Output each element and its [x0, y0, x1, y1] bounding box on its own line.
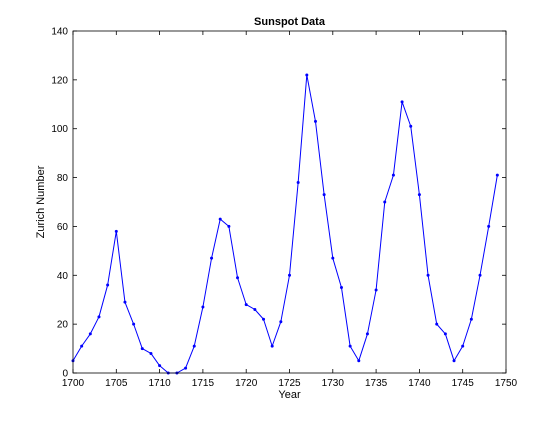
data-point — [132, 322, 136, 326]
data-point — [305, 73, 309, 77]
y-tick-label: 40 — [57, 271, 69, 282]
data-point — [88, 332, 92, 336]
data-point — [469, 317, 473, 321]
data-point — [253, 307, 257, 311]
data-point — [313, 119, 317, 123]
data-point — [262, 317, 266, 321]
data-point — [322, 193, 326, 197]
x-tick-label: 1715 — [192, 378, 215, 389]
data-point — [487, 224, 491, 228]
data-point — [140, 347, 144, 351]
plot-area — [73, 31, 506, 373]
series-line — [72, 74, 498, 374]
data-point — [400, 100, 404, 104]
data-point — [158, 364, 162, 368]
data-point — [227, 224, 231, 228]
x-tick-label: 1735 — [365, 378, 388, 389]
data-point — [435, 322, 439, 326]
y-axis-label: Zurich Number — [35, 165, 47, 238]
data-point — [443, 332, 447, 336]
data-point — [365, 332, 369, 336]
y-tick-label: 100 — [51, 124, 68, 135]
x-tick-label: 1740 — [408, 378, 431, 389]
data-point — [495, 173, 499, 177]
y-tick-label: 80 — [57, 173, 69, 184]
data-point — [339, 286, 343, 289]
y-tick-label: 140 — [51, 27, 68, 38]
data-point — [391, 173, 395, 177]
data-point — [114, 229, 118, 233]
data-point — [218, 217, 222, 221]
data-point — [279, 320, 283, 324]
data-point — [184, 366, 188, 370]
data-point — [123, 300, 127, 304]
data-point — [383, 200, 387, 204]
data-point — [244, 303, 248, 307]
x-tick-label: 1700 — [62, 378, 85, 389]
data-point — [97, 315, 101, 319]
data-point — [374, 288, 378, 292]
data-point — [461, 344, 465, 348]
chart-title: Sunspot Data — [254, 16, 326, 28]
x-tick-label: 1705 — [105, 378, 128, 389]
data-point — [452, 359, 456, 363]
data-point — [149, 351, 153, 355]
data-point — [417, 193, 421, 197]
x-tick-label: 1750 — [495, 378, 518, 389]
data-point — [80, 344, 84, 348]
x-tick-label: 1725 — [278, 378, 301, 389]
x-tick-label: 1720 — [235, 378, 258, 389]
axes-box — [72, 30, 507, 374]
data-point — [192, 344, 196, 348]
data-point — [288, 273, 291, 277]
data-point — [106, 283, 110, 287]
data-point — [296, 180, 300, 184]
data-point — [426, 273, 430, 277]
data-point — [357, 359, 361, 363]
x-tick-label: 1745 — [452, 378, 475, 389]
x-tick-label: 1710 — [148, 378, 171, 389]
data-point — [201, 305, 205, 309]
data-point — [478, 273, 482, 277]
x-tick-label: 1730 — [322, 378, 345, 389]
tick-labels: 1700 1705 1710 1715 1720 1725 1730 1735 1740 1745… — [51, 27, 517, 390]
data-point — [331, 256, 335, 260]
y-tick-label: 20 — [57, 320, 69, 331]
data-point — [210, 256, 214, 260]
y-tick-label: 0 — [62, 369, 68, 380]
data-point — [236, 276, 240, 280]
data-point — [409, 124, 413, 128]
series-layer — [71, 73, 499, 375]
x-axis-label: Year — [278, 389, 301, 401]
data-point — [348, 344, 352, 348]
y-tick-label: 120 — [51, 75, 68, 86]
y-tick-label: 60 — [57, 222, 69, 233]
data-point — [270, 344, 274, 348]
